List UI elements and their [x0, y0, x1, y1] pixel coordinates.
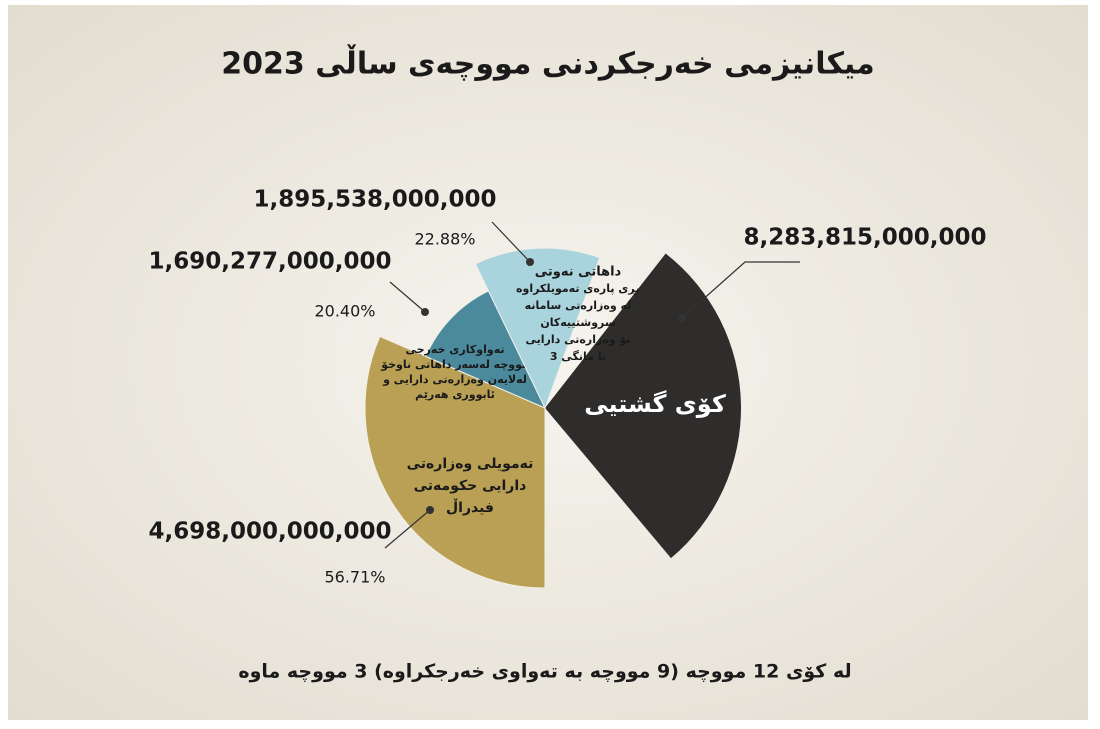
slice-text: تەواوکاری خەرجی	[405, 343, 504, 356]
chart-title: ميكانيزمى خەرجكردنى مووچەى ساڵى 2023	[221, 45, 874, 82]
slice	[364, 335, 546, 589]
total-value-label: 8,283,815,000,000	[744, 225, 987, 251]
slice-text: فیدراڵ	[446, 498, 494, 516]
footnote: لە کۆی 12 مووچە (9 مووچە بە تەواوی خەرجک…	[238, 661, 851, 683]
slice-text: بۆ وەزارەتی دارایی	[526, 333, 631, 346]
slice-text: لە وەزارەتی سامانە	[525, 299, 632, 312]
leader-line	[384, 509, 431, 549]
slice-text: دارایی حکومەتی	[414, 478, 527, 494]
leader-dot	[526, 258, 534, 266]
total-label: کۆی گشتیی	[584, 390, 726, 418]
slice	[425, 290, 547, 409]
percent-label: 56.71%	[324, 568, 385, 587]
slice-text: تەمویلی وەزارەتی	[407, 456, 534, 472]
slice-text: ئابووری هەرێم	[415, 388, 495, 401]
slice	[474, 247, 601, 410]
value-label: 1,895,538,000,000	[254, 187, 497, 213]
total-sector	[545, 253, 741, 559]
leader-line	[681, 261, 800, 319]
value-label: 4,698,000,000,000	[149, 519, 392, 545]
slice-text: سروشتییەکان	[540, 316, 615, 329]
leader-line	[491, 221, 531, 263]
percent-label: 20.40%	[314, 302, 375, 321]
leader-dot	[426, 506, 434, 514]
leader-dot	[678, 314, 686, 322]
slice-text: مووچە لەسەر داهاتی ناوخۆ	[380, 358, 529, 371]
slice-text: بڕی پارەی تەمویلکراوە	[516, 282, 640, 295]
leader-line	[389, 281, 426, 313]
leader-dot	[421, 308, 429, 316]
value-label: 1,690,277,000,000	[149, 249, 392, 275]
slice-text: داهاتی نەوتی	[535, 265, 622, 280]
slice-text: تا مانگی 3	[550, 350, 606, 363]
slice-text: لەلایەن وەزارەتی دارایی و	[382, 373, 527, 386]
percent-label: 22.88%	[414, 230, 475, 249]
